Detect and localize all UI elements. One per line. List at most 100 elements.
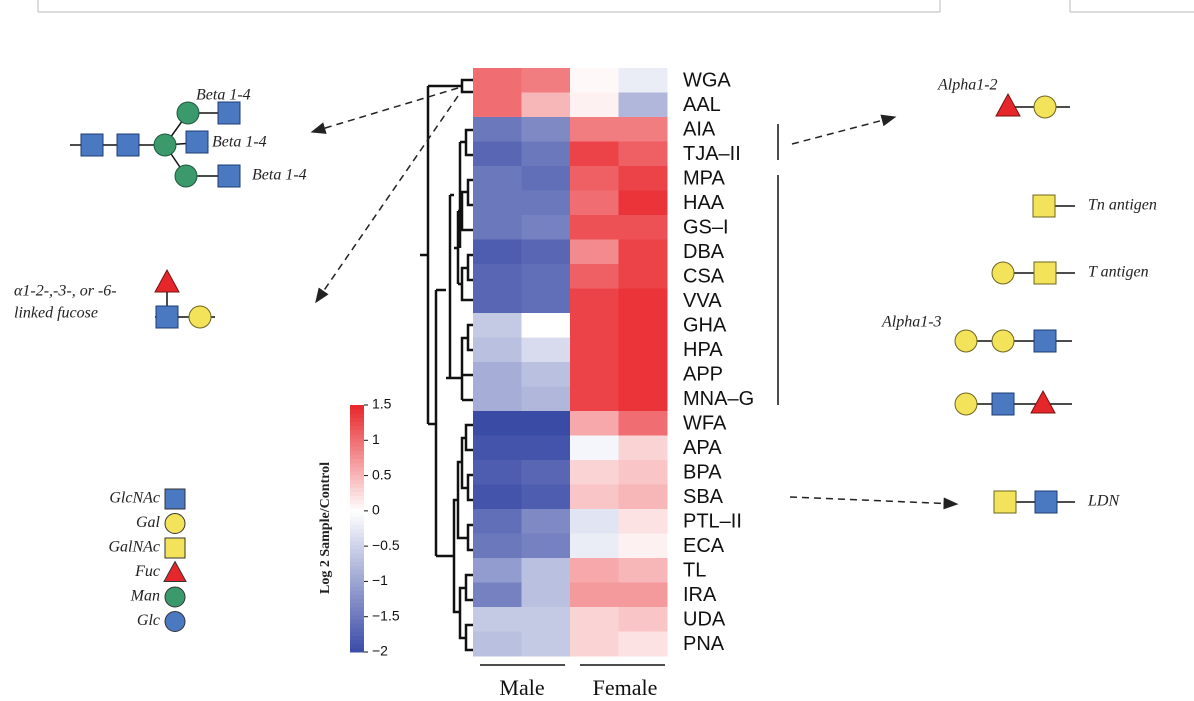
heatmap-cell [473,141,522,167]
heatmap-cell [570,607,619,632]
heatmap-cell [473,386,522,412]
colorbar-step [350,520,364,525]
colorbar-step [350,561,364,567]
row-label: VVA [683,290,722,312]
colorbar-tick-label: 0.5 [372,466,392,482]
annotation: Tn antigen [1088,197,1157,214]
heatmap-cell [570,92,619,118]
colorbar-step [350,503,364,509]
heatmap-cell [618,215,668,240]
heatmap-cell [473,435,522,461]
heatmap-cell [473,362,522,387]
heatmap-cell [618,386,668,412]
colorbar-step [350,598,364,604]
row-label: WGA [683,70,731,92]
heatmap-cell [473,631,522,657]
colorbar-step [350,619,364,624]
legend-key [164,513,186,534]
colorbar-step [350,507,364,513]
colorbar-step [350,544,364,550]
colorbar-step [350,491,364,497]
heatmap-cell [618,288,668,314]
colorbar-step [350,647,364,653]
colorbar-step [350,553,364,558]
colorbar-step [350,458,364,464]
colorbar-step [350,433,364,439]
heatmap-cell [521,386,571,412]
heatmap-cell [521,215,571,240]
colorbar-step [350,586,364,591]
heatmap-cell [570,509,619,534]
row-label: APP [683,364,723,386]
colorbar-step [350,557,364,562]
dendrogram [420,78,473,652]
colorbar-tick-label: −2 [372,643,388,659]
heatmap-cell [570,264,619,289]
legend-key [163,560,187,582]
legend-label: GlcNAc [109,490,160,507]
heatmap-cell [618,460,668,485]
heatmap-cell [473,288,522,314]
heatmap-cell [618,264,668,289]
colorbar-step [350,487,364,492]
row-label: WFA [683,413,727,435]
glycan-branched [70,101,241,188]
heatmap-cell [570,215,619,240]
heatmap-cell [473,117,522,142]
colorbar-step [350,512,364,517]
colorbar-step [350,516,364,521]
heatmap-cell [521,631,571,657]
row-label: MNA–G [683,388,754,410]
row-label: HAA [683,192,725,214]
heatmap-cell [521,288,571,314]
heatmap-cell [521,166,571,191]
colorbar-step [350,409,364,414]
heatmap-cell [521,117,571,142]
heatmap-cell [570,411,619,436]
heatmap-cell [570,533,619,559]
heatmap-cell [570,141,619,167]
colorbar-tick-label: 1.5 [372,396,392,412]
colorbar-step [350,610,364,616]
heatmap-cell [521,411,571,436]
colorbar-tick-label: 1 [372,431,380,447]
legend-label: Man [130,588,160,605]
heatmap-cell [521,435,571,461]
heatmap-cell [570,239,619,265]
row-label: DBA [683,241,725,263]
colorbar-step [350,590,364,595]
colorbar-step [350,442,364,447]
linkage-label: Beta 1-4 [196,87,251,104]
heatmap-cell [521,484,571,510]
legend-key [164,611,186,632]
glycan-fucose [154,268,215,329]
arrows [310,87,959,510]
colorbar-step [350,532,364,538]
colorbar-step [350,565,364,571]
row-label: TL [683,560,706,582]
legend-label: Gal [136,514,161,531]
colorbar-step [350,528,364,534]
colorbar-step [350,643,364,649]
colorbar-step [350,446,364,451]
heatmap-cell [473,190,522,216]
colorbar-step [350,627,364,632]
colorbar-step [350,429,364,435]
colorbar-step [350,614,364,620]
row-label: PTL–II [683,511,742,533]
row-label: MPA [683,168,726,190]
colorbar-step [350,594,364,599]
heatmap-cell [570,117,619,142]
heatmap-cell [570,582,619,608]
annotation: LDN [1087,493,1120,510]
colorbar-step [350,623,364,628]
heatmap-cell [570,362,619,387]
heatmap-cell [521,582,571,608]
heatmap-cell [473,92,522,118]
colorbar-step [350,421,364,427]
heatmap-cell [570,558,619,583]
linkage-label: Beta 1-4 [252,167,307,184]
colorbar-step [350,450,364,455]
